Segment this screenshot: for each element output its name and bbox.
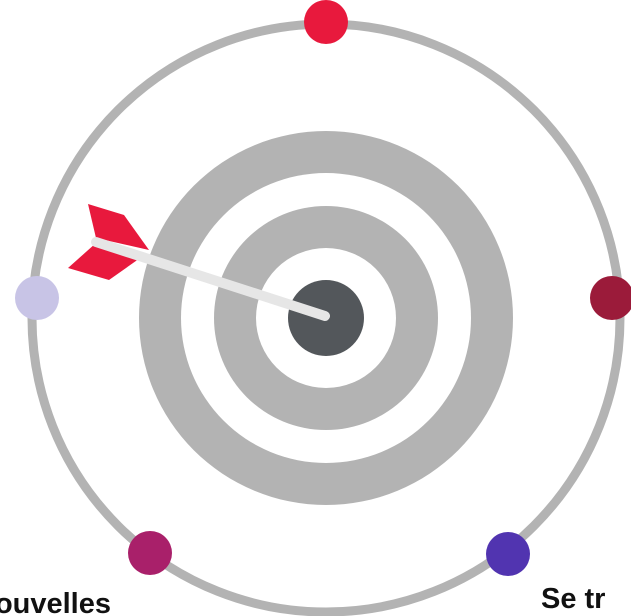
arrow-fletching-top <box>88 204 149 250</box>
label-left: Nouvelles <box>0 588 111 616</box>
arrow-shaft <box>91 237 330 321</box>
node-dot-left <box>15 276 59 320</box>
node-dot-top <box>304 0 348 44</box>
node-dot-bottom-right <box>486 532 530 576</box>
label-right: Se tr <box>541 583 606 615</box>
node-dot-bottom-left <box>128 531 172 575</box>
arrow-icon <box>68 204 330 321</box>
node-dot-right <box>590 276 631 320</box>
